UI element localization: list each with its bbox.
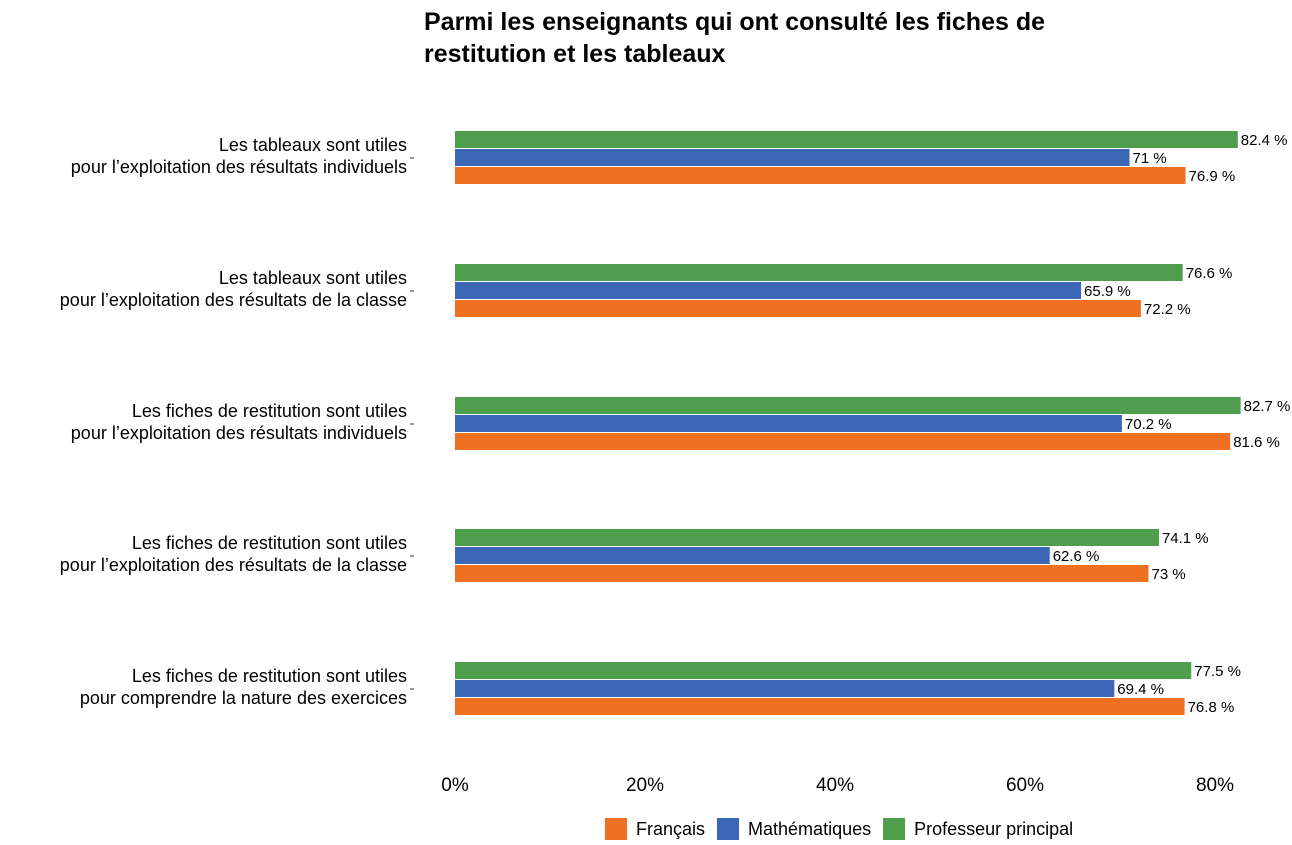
legend: Français Mathématiques Professeur principa… xyxy=(605,818,1085,840)
value-label: 71 % xyxy=(1133,150,1167,167)
legend-swatch xyxy=(605,818,627,840)
legend-item: Mathématiques xyxy=(717,818,871,840)
bar-math-matiques-2 xyxy=(455,282,1082,299)
bar-professeur-principal-5 xyxy=(455,662,1192,679)
bar-fran-ais-5 xyxy=(455,698,1185,715)
category-label-line: Les tableaux sont utiles xyxy=(218,135,407,155)
value-label: 72.2 % xyxy=(1144,301,1191,318)
category-label-line: Les fiches de restitution sont utiles xyxy=(131,401,407,421)
bar-math-matiques-5 xyxy=(455,680,1115,697)
legend-label: Français xyxy=(636,818,706,839)
bar-fran-ais-1 xyxy=(455,167,1186,184)
value-label: 76.6 % xyxy=(1186,265,1233,282)
chart-title-line-2: restitution et les tableaux xyxy=(424,40,726,68)
value-label-background xyxy=(1231,433,1288,450)
bar-professeur-principal-4 xyxy=(455,529,1159,546)
category-label: Les fiches de restitution sont utiles pou… xyxy=(71,400,407,444)
value-label-background xyxy=(1082,282,1139,299)
category-label-line: Les fiches de restitution sont utiles xyxy=(131,533,407,553)
value-label: 73 % xyxy=(1152,566,1186,583)
value-label-background xyxy=(1115,680,1173,697)
category-label-line: pour l’exploitation des résultats indivi… xyxy=(70,423,407,443)
value-label: 76.8 % xyxy=(1188,699,1235,716)
category-label: Les fiches de restitution sont utiles pou… xyxy=(80,665,407,709)
category-label-line: Les tableaux sont utiles xyxy=(218,268,407,288)
value-label: 74.1 % xyxy=(1162,530,1209,547)
value-label: 62.6 % xyxy=(1053,548,1100,565)
chart-title-line-1: Parmi les enseignants qui ont consulté l… xyxy=(424,8,1046,36)
value-label-background xyxy=(1192,662,1250,679)
bar-fran-ais-3 xyxy=(455,433,1231,450)
x-tick-label: 60% xyxy=(1005,775,1045,796)
category-label: Les fiches de restitution sont utiles pou… xyxy=(60,532,407,576)
value-label-background xyxy=(1149,565,1189,582)
value-label-background xyxy=(1050,547,1108,564)
value-label-background xyxy=(1185,698,1243,715)
value-label-background xyxy=(1122,415,1180,432)
legend-swatch xyxy=(717,818,740,840)
bar-fran-ais-4 xyxy=(455,565,1149,582)
category-label-line: Les fiches de restitution sont utiles xyxy=(131,666,407,686)
category-label-line: pour l’exploitation des résultats indivi… xyxy=(70,157,407,177)
legend-item: Français xyxy=(605,818,705,840)
bar-math-matiques-4 xyxy=(455,547,1050,564)
x-tick-label: 80% xyxy=(1195,775,1235,796)
legend-swatch xyxy=(883,818,906,840)
legend-label: Professeur principal xyxy=(914,818,1074,839)
value-label-background xyxy=(1130,149,1170,166)
x-tick-label: 40% xyxy=(815,775,855,796)
category-label-line: pour l’exploitation des résultats de la … xyxy=(59,290,407,310)
value-label: 82.4 % xyxy=(1241,132,1288,149)
value-label: 76.9 % xyxy=(1189,168,1236,185)
bar-professeur-principal-3 xyxy=(455,397,1241,414)
category-label-line: pour comprendre la nature des exercices xyxy=(79,688,407,708)
value-label-background xyxy=(1238,131,1292,148)
category-label: Les tableaux sont utiles pour l’exploitat… xyxy=(71,134,407,178)
value-label: 77.5 % xyxy=(1194,663,1241,680)
bar-math-matiques-1 xyxy=(455,149,1130,166)
value-label-background xyxy=(1183,264,1241,281)
category-label: Les tableaux sont utiles pour l’exploitat… xyxy=(60,267,407,311)
value-label-background xyxy=(1186,167,1244,184)
value-label: 70.2 % xyxy=(1125,416,1172,433)
value-label: 81.6 % xyxy=(1233,434,1280,451)
value-label: 69.4 % xyxy=(1117,681,1164,698)
x-tick-label: 20% xyxy=(625,775,665,796)
value-label-background xyxy=(1159,529,1217,546)
value-label: 65.9 % xyxy=(1084,283,1131,300)
value-label: 82.7 % xyxy=(1244,398,1291,415)
x-tick-label: 0% xyxy=(441,775,469,796)
legend-item: Professeur principal xyxy=(883,818,1073,840)
value-label-background xyxy=(1141,300,1199,317)
bar-math-matiques-3 xyxy=(455,415,1122,432)
legend-label: Mathématiques xyxy=(748,818,872,839)
bar-professeur-principal-1 xyxy=(455,131,1238,148)
bar-professeur-principal-2 xyxy=(455,264,1183,281)
bar-fran-ais-2 xyxy=(455,300,1141,317)
value-label-background xyxy=(1241,397,1292,414)
category-label-line: pour l’exploitation des résultats de la … xyxy=(59,555,407,575)
